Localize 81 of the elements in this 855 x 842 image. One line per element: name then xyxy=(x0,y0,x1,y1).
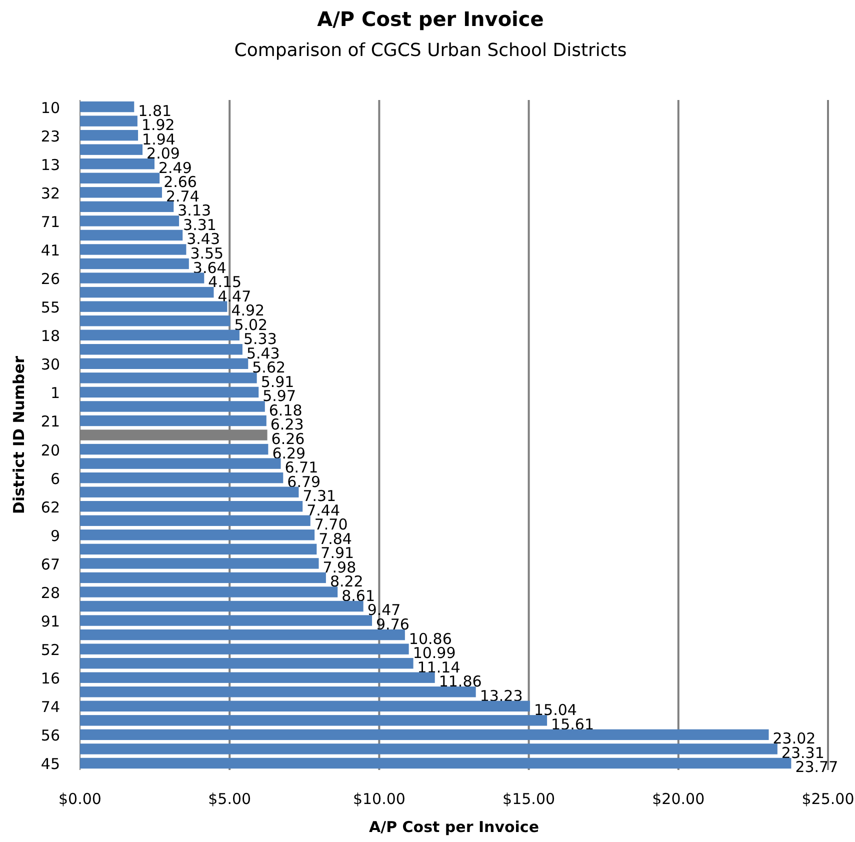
chart-subtitle: Comparison of CGCS Urban School Districts xyxy=(234,40,627,61)
x-tick-label: $0.00 xyxy=(58,790,102,808)
bar xyxy=(80,344,242,355)
bar xyxy=(80,615,372,626)
bar xyxy=(80,101,134,112)
bar xyxy=(80,401,265,412)
bar xyxy=(80,672,435,683)
bar xyxy=(80,644,409,654)
bar xyxy=(80,386,259,398)
y-tick-label: 32 xyxy=(40,184,60,202)
bar xyxy=(80,301,228,312)
bar xyxy=(80,158,154,170)
bar xyxy=(80,330,240,340)
data-label: 13.23 xyxy=(480,686,523,705)
y-tick-label: 91 xyxy=(40,612,60,631)
bar xyxy=(80,315,230,326)
bar xyxy=(80,515,310,526)
bar xyxy=(80,444,268,455)
y-tick-label: 23 xyxy=(40,127,60,146)
y-tick-label: 20 xyxy=(40,441,60,460)
bar xyxy=(80,472,284,484)
y-tick-label: 62 xyxy=(40,498,60,516)
y-tick-label: 13 xyxy=(40,156,60,174)
y-axis-title: District ID Number xyxy=(10,355,28,514)
y-tick-label: 41 xyxy=(40,241,60,260)
bar xyxy=(80,530,315,540)
bar xyxy=(80,544,317,555)
bar xyxy=(80,715,548,726)
x-tick-label: $25.00 xyxy=(802,790,854,808)
bar xyxy=(80,572,326,584)
y-tick-label: 55 xyxy=(40,298,60,317)
bar xyxy=(80,358,248,369)
y-tick-label: 1 xyxy=(50,384,60,402)
y-tick-label: 52 xyxy=(40,641,60,660)
y-tick-label: 16 xyxy=(40,670,60,688)
y-tick-label: 9 xyxy=(50,526,60,545)
bar xyxy=(80,486,299,498)
bar xyxy=(80,744,778,754)
bar xyxy=(80,629,405,640)
bar xyxy=(80,187,162,198)
chart-title: A/P Cost per Invoice xyxy=(317,7,544,31)
bar xyxy=(80,258,189,270)
bar xyxy=(80,286,214,298)
bar xyxy=(80,172,160,184)
x-axis-title: A/P Cost per Invoice xyxy=(368,818,540,836)
bar xyxy=(80,686,476,698)
bar xyxy=(80,658,414,669)
bar xyxy=(80,230,183,241)
y-tick-label: 18 xyxy=(40,327,60,346)
bar xyxy=(80,758,792,769)
bar xyxy=(80,700,530,712)
y-tick-label: 45 xyxy=(40,755,60,774)
bar xyxy=(80,600,364,612)
bar xyxy=(80,216,180,226)
bar xyxy=(80,201,174,212)
bar xyxy=(80,130,138,141)
bar xyxy=(80,244,186,255)
y-tick-label: 56 xyxy=(40,726,60,745)
bar xyxy=(80,586,338,598)
y-tick-label: 28 xyxy=(40,584,60,602)
bar xyxy=(80,558,319,569)
bar xyxy=(80,116,138,126)
y-tick-label: 6 xyxy=(50,470,60,488)
y-tick-label: 67 xyxy=(40,555,60,574)
y-tick-label: 21 xyxy=(40,412,60,431)
bar xyxy=(80,729,769,740)
bar xyxy=(80,501,303,512)
x-tick-label: $15.00 xyxy=(502,790,556,808)
bar xyxy=(80,415,266,426)
y-tick-label: 30 xyxy=(40,356,60,374)
y-tick-label: 74 xyxy=(40,698,60,716)
y-tick-label: 71 xyxy=(40,212,60,231)
x-tick-label: $10.00 xyxy=(352,790,406,808)
bar xyxy=(80,458,281,469)
bar xyxy=(80,144,143,155)
x-tick-label: $5.00 xyxy=(208,790,252,808)
y-tick-label: 10 xyxy=(40,98,60,117)
x-tick-label: $20.00 xyxy=(652,790,705,808)
bar xyxy=(80,372,257,384)
bar xyxy=(80,272,204,284)
y-tick-label: 26 xyxy=(40,270,60,288)
